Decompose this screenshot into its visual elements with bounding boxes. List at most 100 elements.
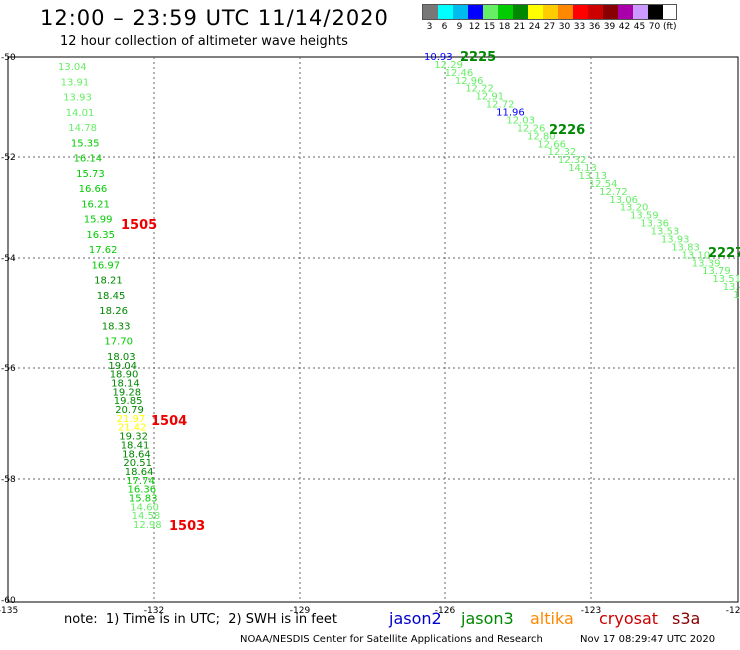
- wave-height-value: 10.93: [424, 52, 453, 63]
- legend-swatch-0: [423, 5, 438, 19]
- map-subtitle: 12 hour collection of altimeter wave hei…: [60, 34, 348, 49]
- wave-height-value: 11.96: [496, 108, 525, 119]
- wave-height-value: 14.78: [68, 123, 97, 134]
- wave-height-value: 16.21: [81, 199, 110, 210]
- axis-labels: -135 -132 -129 -126 -123 -120 -50 -52 -54 -56 -58 -…: [0, 53, 740, 616]
- legend-swatch-14: [633, 5, 648, 19]
- legend-swatch-12: [603, 5, 618, 19]
- generation-timestamp: Nov 17 08:29:47 UTC 2020: [580, 634, 716, 645]
- credit-line: NOAA/NESDIS Center for Satellite Applica…: [240, 634, 543, 645]
- wave-height-value: 13.93: [661, 235, 690, 246]
- wave-height-value: 13.91: [61, 77, 90, 88]
- grid-lines: [8, 57, 738, 602]
- wave-height-value: 12.32: [548, 147, 577, 158]
- pass-time-label: 2227: [708, 246, 740, 261]
- wave-height-value: 15.83: [129, 494, 158, 505]
- wave-height-value: 13.44: [733, 290, 740, 301]
- plot-frame: [7, 56, 739, 603]
- legend-swatch-row: [422, 4, 677, 20]
- wave-height-value: 14.58: [132, 511, 161, 522]
- wave-height-value: 13.20: [620, 203, 649, 214]
- wave-height-value: 15.99: [84, 215, 113, 226]
- wave-height-value: 12.03: [506, 116, 535, 127]
- legend-swatch-2: [453, 5, 468, 19]
- satellite-name-jason2: jason2: [389, 609, 442, 628]
- wave-height-value: 12.29: [434, 60, 463, 71]
- wave-height-value: 17.70: [104, 337, 133, 348]
- wave-height-value: 13.06: [609, 195, 638, 206]
- wave-height-value: 16.36: [128, 485, 157, 496]
- lon-tick-label: -135: [0, 606, 18, 616]
- legend-label: 30: [558, 22, 571, 32]
- wave-height-value: 20.79: [115, 405, 144, 416]
- wave-height-value: 18.45: [97, 291, 126, 302]
- wave-height-value: 13.59: [630, 211, 659, 222]
- wave-height-value: 18.33: [102, 322, 131, 333]
- wave-height-value: 12.96: [455, 76, 484, 87]
- wave-height-value: 18.14: [111, 379, 140, 390]
- wave-height-value: 16.66: [79, 184, 108, 195]
- wave-height-value: 12.22: [465, 84, 494, 95]
- wave-height-value: 12.46: [445, 68, 474, 79]
- legend-swatch-4: [483, 5, 498, 19]
- lat-tick-label: -52: [1, 153, 16, 163]
- wave-height-value: 12.72: [486, 100, 515, 111]
- lat-tick-label: -56: [1, 364, 16, 374]
- legend-label: 3: [426, 22, 433, 32]
- wave-height-value: 15.73: [76, 169, 105, 180]
- legend-label: 45: [633, 22, 646, 32]
- wave-height-value: 12.80: [527, 131, 556, 142]
- wave-height-value: 13.10: [682, 250, 711, 261]
- wave-height-value: 17.62: [89, 245, 118, 256]
- legend-swatch-9: [558, 5, 573, 19]
- legend-label: 9: [456, 22, 463, 32]
- wave-height-value: 18.21: [94, 276, 123, 287]
- wave-height-value: 13.83: [671, 242, 700, 253]
- legend-label: 18: [498, 22, 511, 32]
- wave-height-value: 12.91: [476, 92, 505, 103]
- footnote: note: 1) Time is in UTC; 2) SWH is in fe…: [64, 612, 337, 627]
- wave-height-value: 14.01: [66, 108, 95, 119]
- wave-height-value: 13.41: [723, 282, 740, 293]
- wave-height-value: 19.85: [114, 396, 143, 407]
- wave-height-value: 18.90: [110, 370, 139, 381]
- wave-height-value: 12.72: [599, 187, 628, 198]
- wave-height-value: 18.64: [125, 467, 154, 478]
- wave-height-value: 13.36: [640, 219, 669, 230]
- pass-time-label: 1504: [151, 414, 187, 429]
- wave-height-value: 18.26: [99, 306, 128, 317]
- wave-height-value: 19.32: [119, 432, 148, 443]
- lat-tick-label: -54: [1, 254, 16, 264]
- wave-height-value: 18.03: [107, 352, 136, 363]
- wave-height-value: 16.14: [74, 154, 103, 165]
- legend-label: 39: [603, 22, 616, 32]
- wave-height-value: 12.66: [537, 139, 566, 150]
- lat-tick-label: -58: [1, 475, 16, 485]
- legend-label: 24: [528, 22, 541, 32]
- map-title: 12:00 – 23:59 UTC 11/14/2020: [40, 6, 389, 30]
- wave-height-value: 12.32: [558, 155, 587, 166]
- wave-height-value: 20.51: [123, 458, 152, 469]
- legend-swatch-15: [648, 5, 663, 19]
- legend-label: 33: [573, 22, 586, 32]
- wave-height-value: 21.42: [118, 423, 147, 434]
- lat-tick-label: -50: [1, 53, 16, 63]
- lon-tick-label: -126: [435, 606, 456, 616]
- legend-label: 12: [468, 22, 481, 32]
- wave-height-value: 14.60: [130, 502, 159, 513]
- wave-height-value: 18.64: [122, 449, 151, 460]
- legend-swatch-13: [618, 5, 633, 19]
- time-labels: 1505 1504 1503 2225 2226 2227: [121, 50, 740, 534]
- wave-height-value: 13.13: [579, 171, 608, 182]
- legend-label: 36: [588, 22, 601, 32]
- altimeter-tracks: 13.04 13.91 13.93 14.01 14.78 15.35 16.14 15.73…: [58, 52, 740, 531]
- wave-height-value: 13.39: [692, 258, 721, 269]
- legend-swatch-7: [528, 5, 543, 19]
- lat-tick-label: -60: [1, 596, 16, 606]
- wave-height-value: 13.51: [712, 274, 740, 285]
- satellite-name-cryosat: cryosat: [599, 609, 659, 628]
- legend-swatch-6: [513, 5, 528, 19]
- legend-label: 6: [441, 22, 448, 32]
- lon-tick-label: -120: [726, 606, 740, 616]
